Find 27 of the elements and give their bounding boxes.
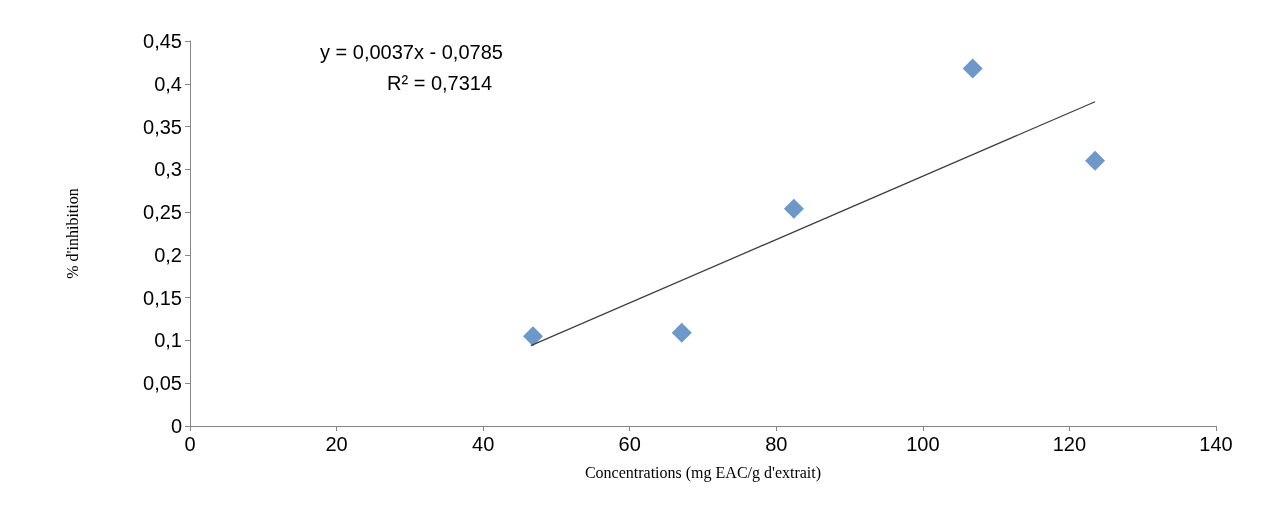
annotation: R² = 0,7314 xyxy=(387,72,493,94)
x-tick-label: 40 xyxy=(472,433,495,455)
x-tick-label: 140 xyxy=(1199,433,1233,455)
y-tick-label: 0,4 xyxy=(154,72,182,95)
point xyxy=(783,198,804,219)
x-tick-label: 120 xyxy=(1052,433,1087,455)
point xyxy=(1085,150,1106,171)
y-tick-label: 0,45 xyxy=(143,30,182,52)
x-tick-label: 0 xyxy=(184,433,196,455)
y-tick-label: 0,35 xyxy=(143,115,182,138)
y-tick-label: 0,15 xyxy=(143,286,182,309)
annotation: y = 0,0037x - 0,0785 xyxy=(320,41,503,63)
x-tick-label: 80 xyxy=(765,433,788,455)
x-tick-label: 20 xyxy=(325,433,348,455)
x-tick-label: 100 xyxy=(906,433,940,455)
y-tick-label: 0,25 xyxy=(143,201,182,224)
point xyxy=(522,326,543,347)
point xyxy=(671,322,692,343)
point xyxy=(962,58,983,79)
y-axis-title: % d'inhibition xyxy=(63,188,81,279)
y-tick-label: 0 xyxy=(170,415,182,437)
x-tick-label: 60 xyxy=(618,433,641,455)
y-tick-label: 0,1 xyxy=(154,329,182,352)
x-axis-title: Concentrations (mg EAC/g d'extrait) xyxy=(584,463,822,482)
y-tick-label: 0,2 xyxy=(154,243,182,266)
y-tick-label: 0,3 xyxy=(154,158,182,181)
y-tick-label: 0,05 xyxy=(143,372,182,395)
